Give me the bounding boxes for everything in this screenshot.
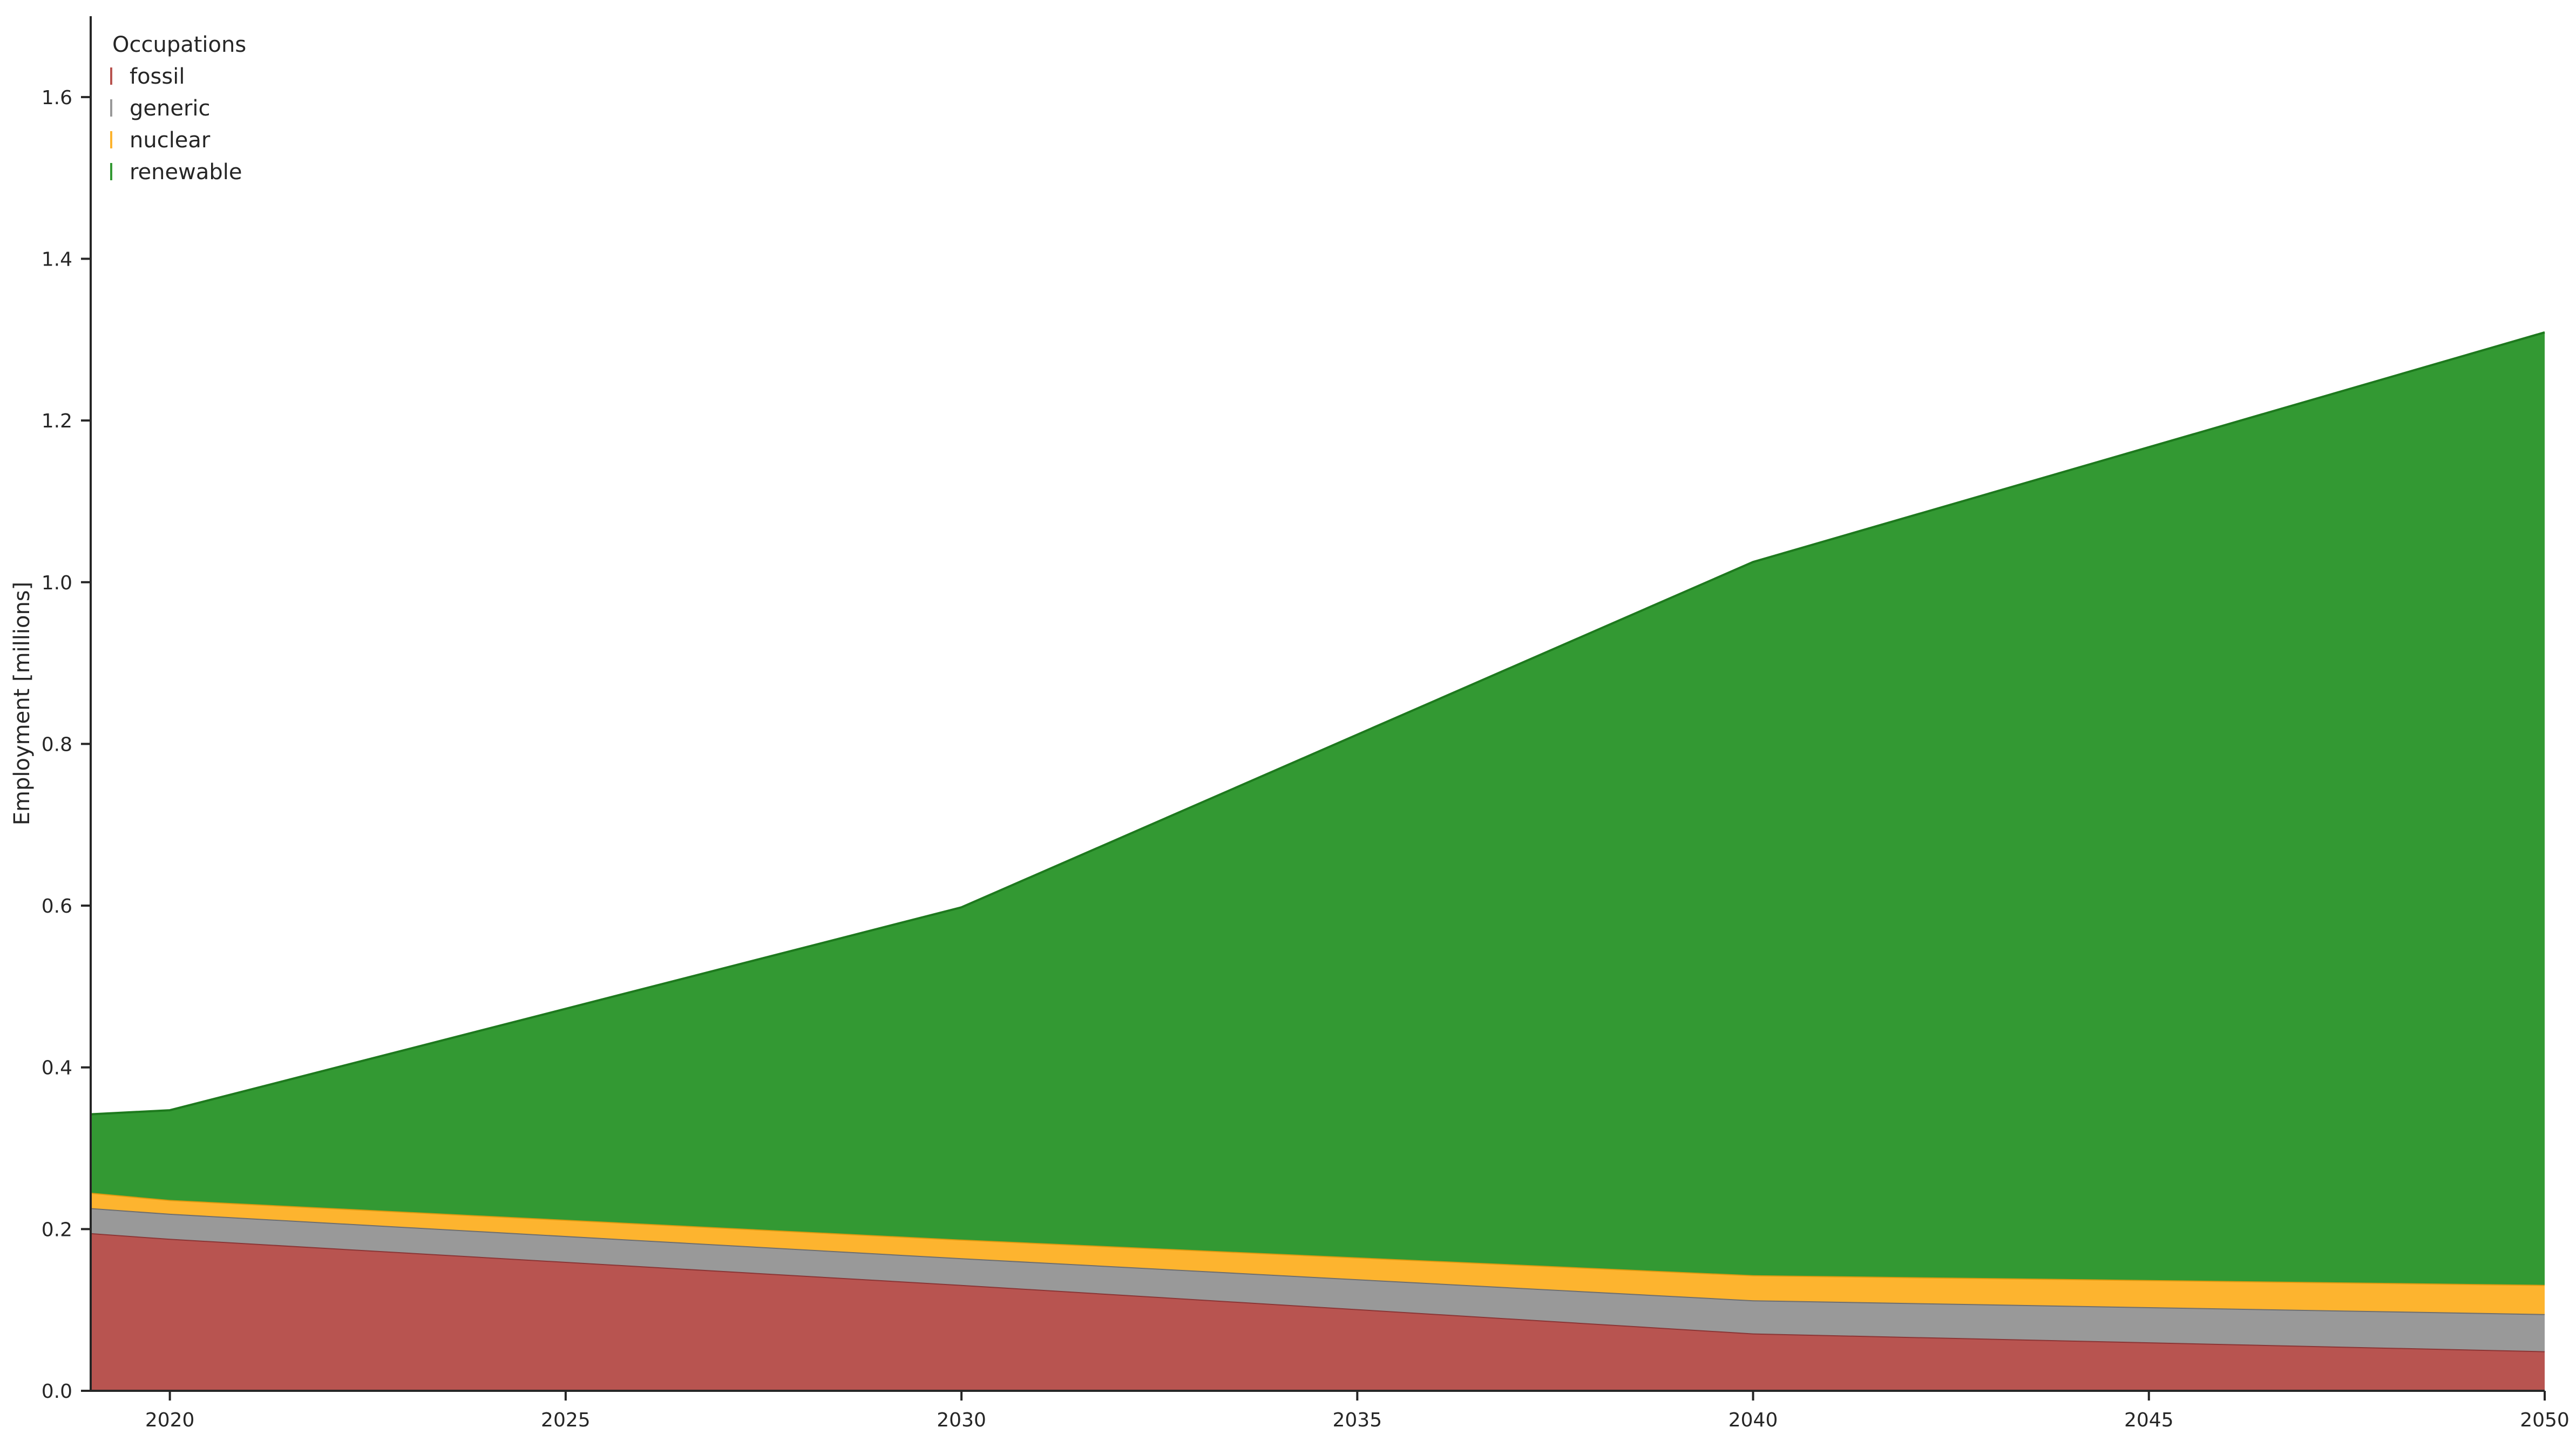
y-tick-label-1.2: 1.2 — [42, 410, 72, 432]
x-axis-ticks: 2020 2025 2030 2035 2040 2045 2050 — [145, 1391, 2570, 1431]
legend-label-renewable: renewable — [130, 160, 242, 185]
area-renewable — [91, 332, 2545, 1285]
area-nuclear — [91, 1192, 2545, 1314]
y-axis-title: Employment [millions] — [10, 582, 35, 826]
area-fossil — [91, 1233, 2545, 1391]
y-tick-label-0.4: 0.4 — [42, 1057, 72, 1079]
x-tick-label-2020: 2020 — [145, 1409, 195, 1431]
y-tick-label-0.8: 0.8 — [42, 733, 72, 756]
legend-label-generic: generic — [130, 96, 211, 121]
x-tick-label-2035: 2035 — [1333, 1409, 1382, 1431]
x-tick-label-2045: 2045 — [2124, 1409, 2174, 1431]
legend-label-fossil: fossil — [130, 64, 185, 89]
legend-label-nuclear: nuclear — [130, 128, 211, 153]
legend-title: Occupations — [112, 32, 246, 57]
x-tick-label-2050: 2050 — [2520, 1409, 2570, 1431]
x-tick-label-2025: 2025 — [541, 1409, 591, 1431]
x-tick-label-2040: 2040 — [1728, 1409, 1778, 1431]
y-tick-label-0.0: 0.0 — [42, 1381, 72, 1403]
area-edge-renewable — [90, 331, 2545, 1116]
y-tick-label-0.2: 0.2 — [42, 1219, 72, 1241]
legend: Occupations fossil generic nuclear renewabl… — [110, 32, 246, 185]
y-tick-label-1.0: 1.0 — [42, 572, 72, 594]
axes: 2020 2025 2030 2035 2040 2045 2050 0.00.20.40.… — [10, 16, 2570, 1431]
x-tick-label-2030: 2030 — [937, 1409, 986, 1431]
y-tick-label-1.4: 1.4 — [42, 248, 72, 270]
legend-items: fossil generic nuclear renewable — [110, 64, 242, 185]
area-layers — [90, 331, 2545, 1391]
y-axis-ticks: 0.0 0.2 0.4 0.6 0.8 1.0 1.2 1.4 1.6 — [42, 87, 91, 1403]
y-tick-label-0.6: 0.6 — [42, 895, 72, 917]
y-tick-label-1.6: 1.6 — [42, 87, 72, 109]
